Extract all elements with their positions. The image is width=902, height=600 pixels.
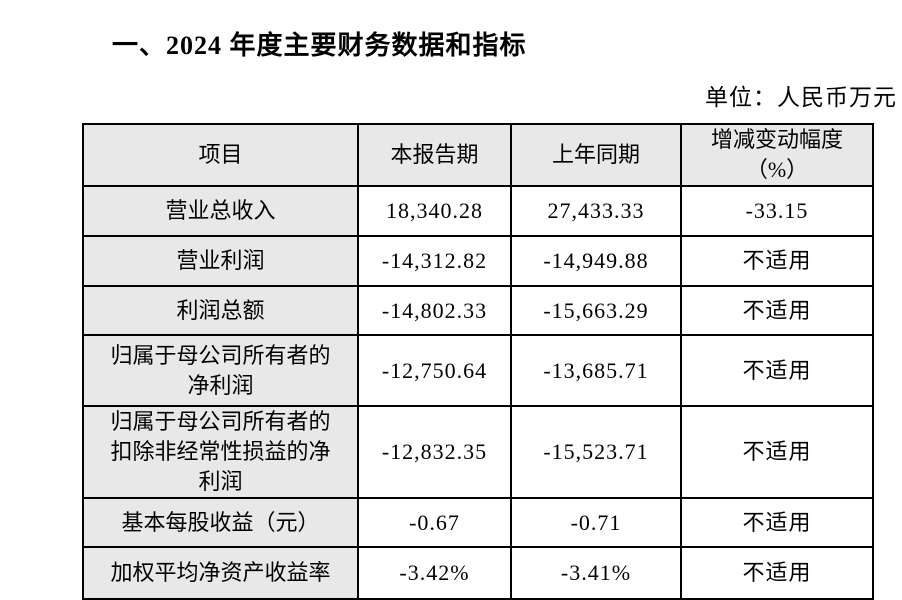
cell-item-label: 归属于母公司所有者的 净利润 [82, 334, 359, 407]
cell-change-pct: 不适用 [680, 405, 874, 499]
cell-current-period: -0.67 [357, 497, 512, 548]
col-header-change-pct: 增减变动幅度 （%） [680, 123, 874, 187]
cell-current-period: -14,312.82 [357, 235, 512, 287]
table-row: 利润总额 -14,802.33 -15,663.29 不适用 [82, 285, 874, 336]
cell-current-period: -3.42% [357, 546, 512, 600]
cell-prior-period: -15,523.71 [510, 405, 682, 499]
table-row: 加权平均净资产收益率 -3.42% -3.41% 不适用 [82, 546, 874, 600]
table-row: 营业利润 -14,312.82 -14,949.88 不适用 [82, 235, 874, 287]
cell-item-label: 利润总额 [82, 285, 359, 336]
cell-current-period: 18,340.28 [357, 185, 512, 237]
cell-current-period: -12,750.64 [357, 334, 512, 407]
cell-change-pct: -33.15 [680, 185, 874, 237]
cell-item-label: 基本每股收益（元） [82, 497, 359, 548]
table-header-row: 项目 本报告期 上年同期 增减变动幅度 （%） [82, 123, 874, 187]
cell-prior-period: -14,949.88 [510, 235, 682, 287]
col-header-item: 项目 [82, 123, 359, 187]
table-row: 营业总收入 18,340.28 27,433.33 -33.15 [82, 185, 874, 237]
cell-change-pct: 不适用 [680, 497, 874, 548]
table-row: 归属于母公司所有者的 扣除非经常性损益的净 利润 -12,832.35 -15,… [82, 405, 874, 499]
cell-prior-period: -3.41% [510, 546, 682, 600]
table-row: 基本每股收益（元） -0.67 -0.71 不适用 [82, 497, 874, 548]
cell-change-pct: 不适用 [680, 235, 874, 287]
cell-prior-period: -0.71 [510, 497, 682, 548]
cell-change-pct: 不适用 [680, 546, 874, 600]
cell-item-label: 归属于母公司所有者的 扣除非经常性损益的净 利润 [82, 405, 359, 499]
section-title: 一、2024 年度主要财务数据和指标 [112, 31, 527, 60]
cell-item-label: 加权平均净资产收益率 [82, 546, 359, 600]
col-header-current-period: 本报告期 [357, 123, 512, 187]
cell-item-label: 营业利润 [82, 235, 359, 287]
col-header-prior-period: 上年同期 [510, 123, 682, 187]
table-row: 归属于母公司所有者的 净利润 -12,750.64 -13,685.71 不适用 [82, 334, 874, 407]
financial-table: 项目 本报告期 上年同期 增减变动幅度 （%） 营业总收入 18,340.28 … [82, 123, 874, 600]
cell-change-pct: 不适用 [680, 285, 874, 336]
cell-current-period: -14,802.33 [357, 285, 512, 336]
cell-change-pct: 不适用 [680, 334, 874, 407]
cell-item-label: 营业总收入 [82, 185, 359, 237]
cell-prior-period: -15,663.29 [510, 285, 682, 336]
unit-label: 单位：人民币万元 [705, 85, 897, 110]
cell-prior-period: -13,685.71 [510, 334, 682, 407]
cell-prior-period: 27,433.33 [510, 185, 682, 237]
cell-current-period: -12,832.35 [357, 405, 512, 499]
